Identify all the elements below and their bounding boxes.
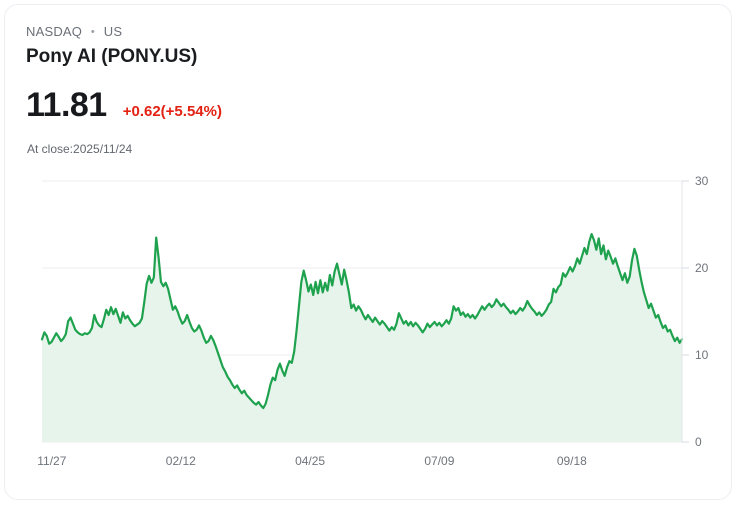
price-chart-svg[interactable]: 0 10 20 30 11/27 02/12 04/25 07/09 09/18 [5, 165, 732, 475]
y-tick-label: 30 [695, 174, 709, 188]
quote-header: NASDAQ • US Pony AI (PONY.US) [26, 23, 626, 70]
price-area-fill [42, 234, 682, 442]
price-row: 11.81 +0.62(+5.54%) [26, 85, 222, 125]
price-chart[interactable]: 0 10 20 30 11/27 02/12 04/25 07/09 09/18 [5, 165, 732, 475]
y-tick-label: 20 [695, 261, 709, 275]
price-line [40, 232, 684, 410]
x-tick-label: 04/25 [295, 454, 325, 468]
separator-dot: • [90, 26, 95, 38]
price-change: +0.62(+5.54%) [122, 103, 222, 120]
page-title: Pony AI (PONY.US) [26, 46, 198, 67]
y-tick-label: 0 [695, 435, 702, 449]
x-axis-ticks: 11/27 02/12 04/25 07/09 09/18 [37, 454, 587, 468]
x-tick-label: 09/18 [557, 454, 587, 468]
market-status-note: At close:2025/11/24 [27, 142, 133, 156]
y-axis-ticks: 0 10 20 30 [682, 174, 709, 449]
exchange-region-row: NASDAQ • US [26, 23, 626, 41]
last-price: 11.81 [26, 86, 107, 124]
x-tick-label: 11/27 [37, 454, 66, 468]
x-tick-label: 07/09 [424, 454, 454, 468]
y-tick-label: 10 [695, 348, 709, 362]
x-tick-label: 02/12 [166, 454, 196, 468]
exchange-label: NASDAQ [26, 24, 83, 39]
region-label: US [103, 24, 123, 39]
stock-quote-card: NASDAQ • US Pony AI (PONY.US) 11.81 +0.6… [4, 4, 732, 500]
